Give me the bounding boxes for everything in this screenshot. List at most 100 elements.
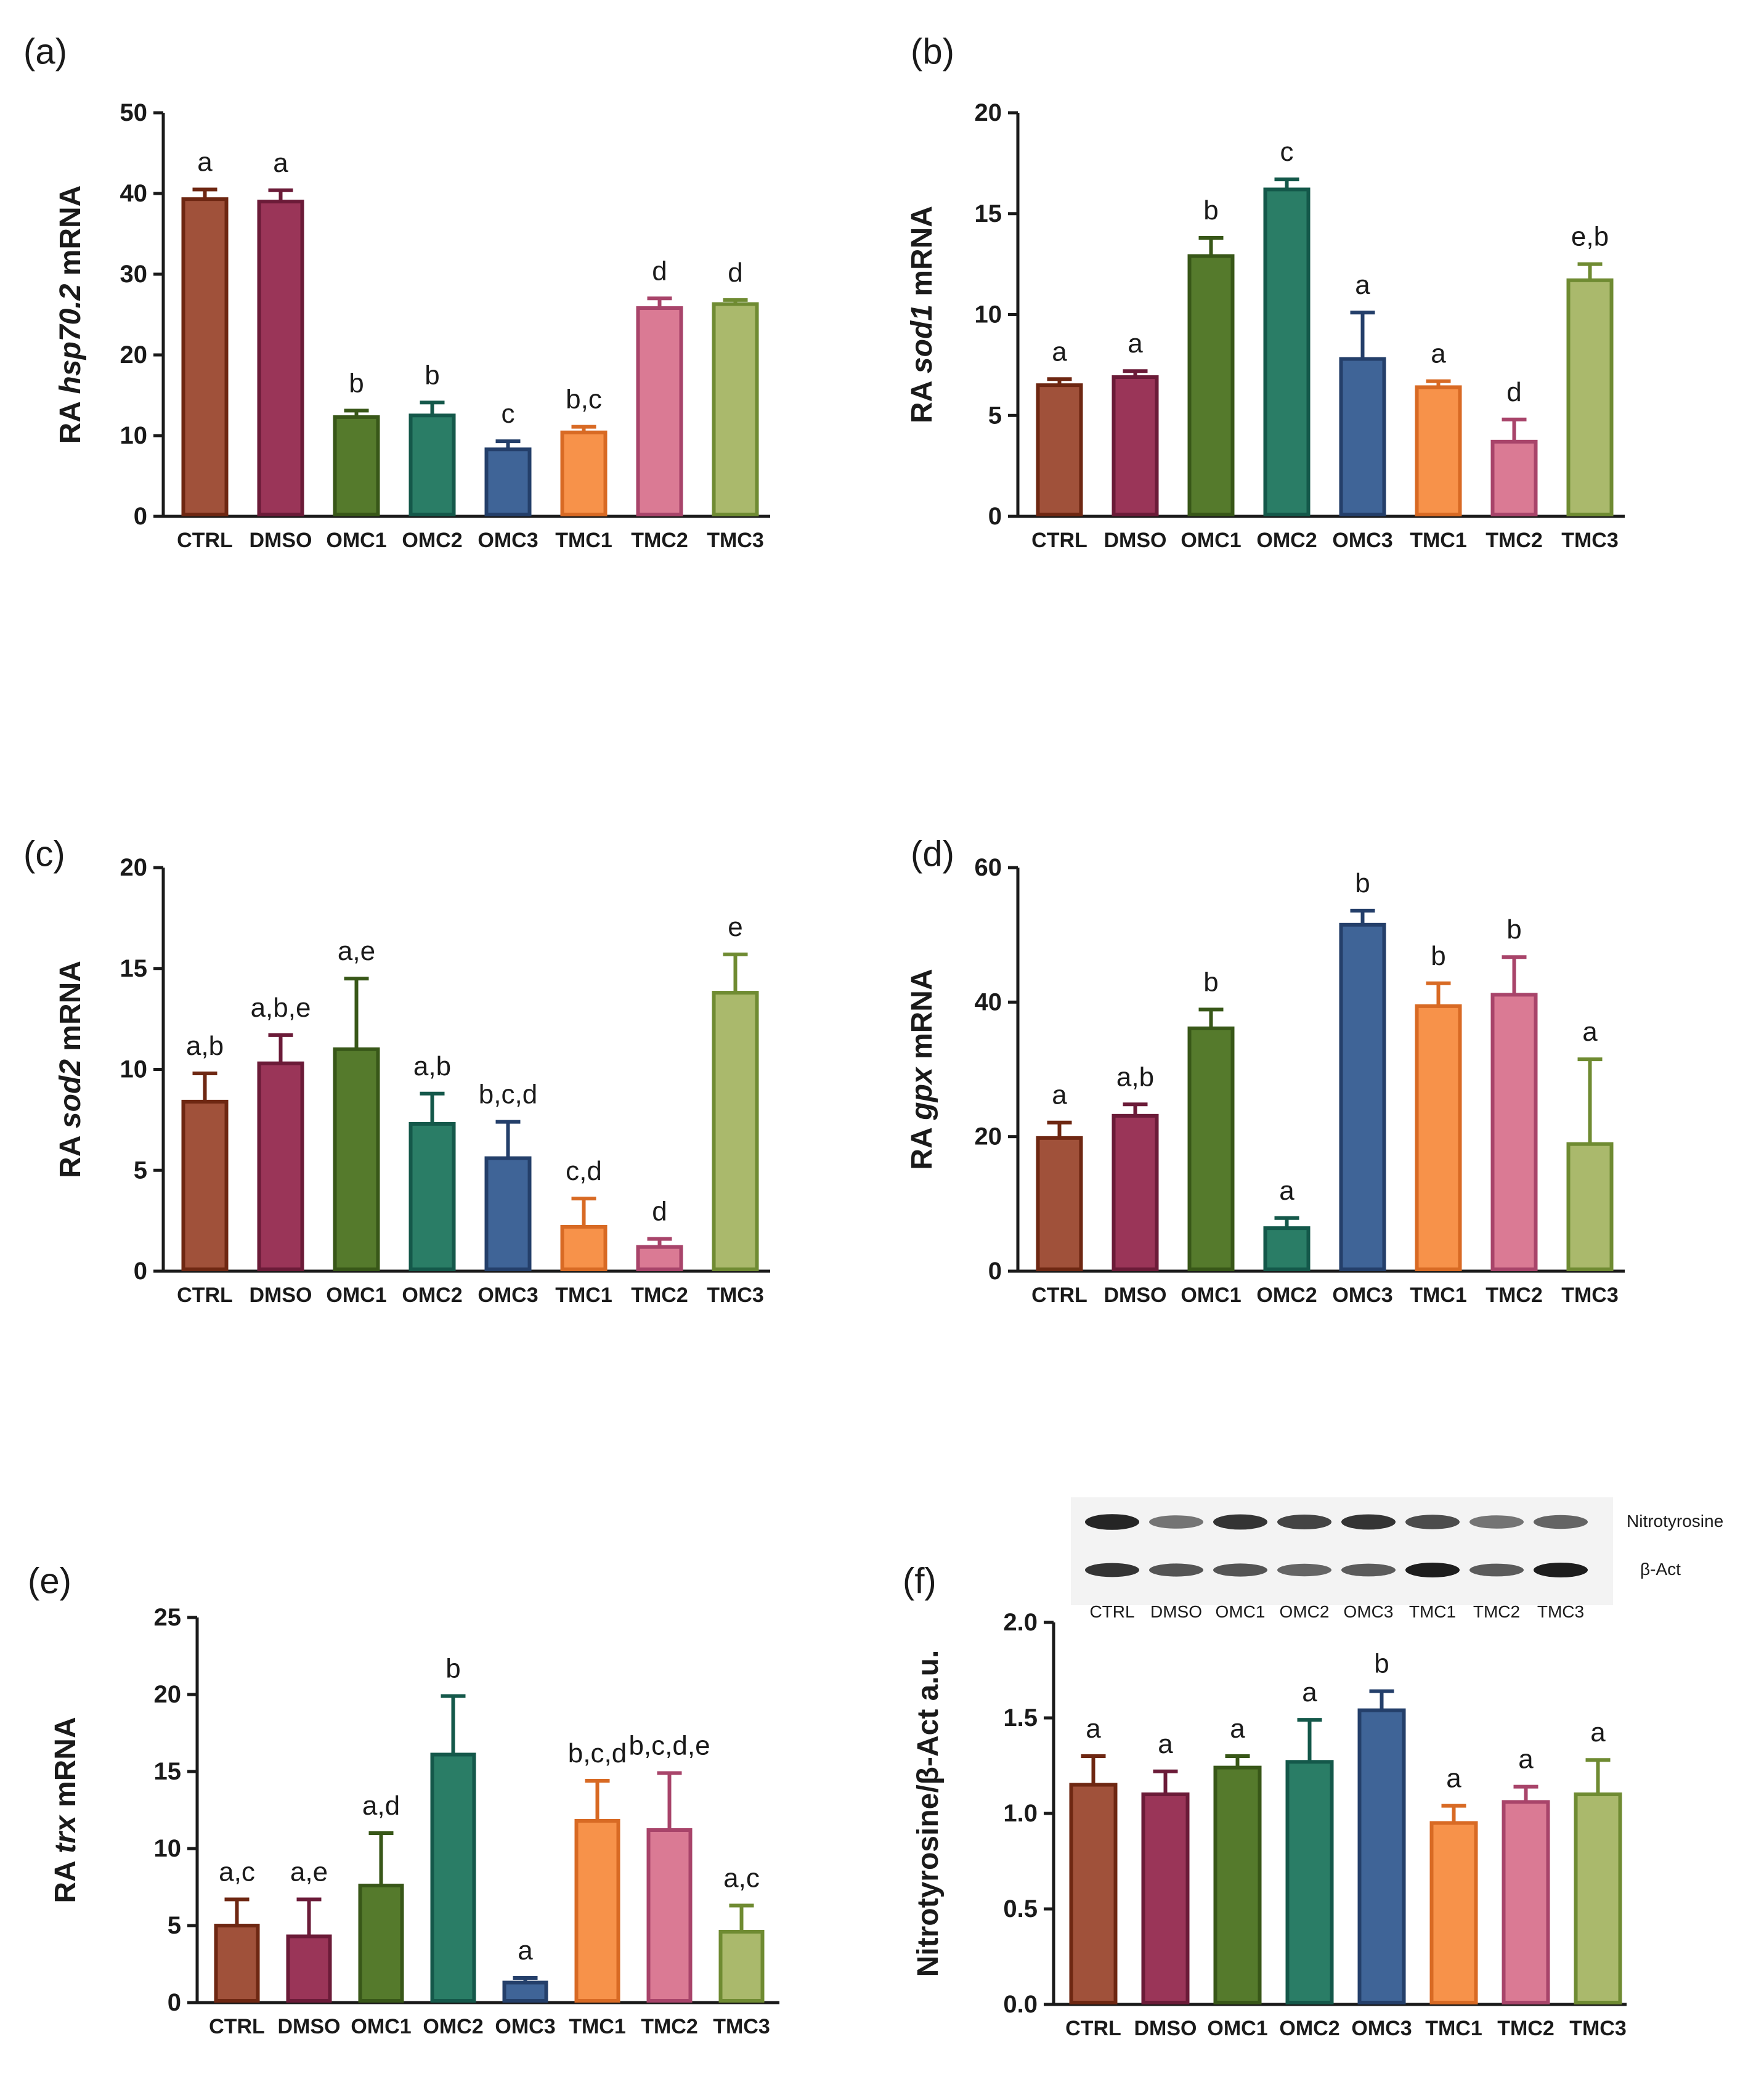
bar [1574, 1792, 1622, 2004]
bar [1285, 1760, 1334, 2005]
beta-actin-band [1469, 1563, 1524, 1577]
bar [718, 1930, 765, 2003]
x-tick-label: OMC2 [402, 1284, 462, 1307]
panel-c-chart: (c) RA sod2 mRNA 0 5 10 15 20 a,b CTRL a,b,e DMSO a… [23, 834, 770, 1307]
x-tick-label: TMC3 [707, 1284, 764, 1307]
y-axis-label-gene: gpx [906, 1066, 938, 1121]
significance-letter: b [1431, 941, 1445, 971]
bar [181, 197, 229, 516]
significance-letter: b [1374, 1649, 1389, 1679]
bar [712, 991, 759, 1272]
y-axis-label-gene: sod2 [54, 1059, 87, 1128]
y-tick-label: 0 [988, 1258, 1002, 1285]
bar [1213, 1765, 1262, 2005]
nitrotyrosine-band [1341, 1514, 1396, 1530]
significance-letter: b,c,d [568, 1738, 627, 1768]
x-tick-label: OMC1 [326, 1284, 386, 1307]
bar [502, 1980, 548, 2003]
y-tick-label: 0.5 [1003, 1895, 1038, 1922]
x-tick-label: TMC3 [1561, 1284, 1619, 1307]
panel-label: (d) [911, 834, 954, 874]
y-tick-label: 10 [120, 422, 148, 449]
y-axis-label-suffix: mRNA [906, 206, 938, 304]
y-axis-label-suffix: mRNA [54, 185, 87, 284]
significance-letter: a [1086, 1714, 1101, 1744]
blot-lane-label: DMSO [1150, 1602, 1202, 1621]
significance-letter: b [425, 360, 439, 390]
bar [1069, 1783, 1118, 2004]
x-tick-label: CTRL [1031, 1284, 1087, 1307]
y-tick-label: 15 [975, 200, 1002, 227]
x-tick-label: OMC3 [495, 2015, 555, 2038]
beta-actin-band [1341, 1563, 1396, 1577]
significance-letter: a [1582, 1017, 1598, 1047]
x-tick-label: OMC1 [326, 529, 386, 552]
x-tick-label: TMC1 [555, 529, 612, 552]
significance-letter: a,b [1116, 1062, 1154, 1092]
significance-letter: a [1052, 336, 1067, 367]
bar [333, 1047, 380, 1271]
blot-lane-label: TMC1 [1409, 1602, 1456, 1621]
y-axis-label-gene: sod1 [906, 304, 938, 373]
x-tick-label: CTRL [177, 529, 233, 552]
bar [286, 1934, 332, 2003]
y-tick-label: 1.0 [1003, 1800, 1038, 1827]
beta-actin-band [1213, 1563, 1267, 1577]
y-tick-label: 15 [154, 1758, 182, 1785]
bar [484, 447, 532, 517]
x-tick-label: DMSO [250, 529, 312, 552]
y-axis-label-prefix: RA [54, 1128, 87, 1178]
bar [646, 1828, 693, 2003]
x-tick-label: TMC1 [1425, 2017, 1482, 2040]
blot-background [1071, 1497, 1613, 1605]
bar [408, 1121, 456, 1272]
y-tick-label: 10 [120, 1056, 148, 1083]
panel-label: (c) [23, 834, 65, 874]
blot-band-label-beta-actin: β-Act [1640, 1560, 1681, 1579]
y-tick-label: 50 [120, 99, 148, 126]
bar [257, 200, 304, 516]
panel-label: (e) [28, 1561, 71, 1601]
bar [408, 413, 456, 516]
blot-band-label-nitrotyrosine: Nitrotyrosine [1627, 1511, 1723, 1531]
bar [1502, 1800, 1550, 2004]
significance-letter: b,c,d [479, 1080, 537, 1110]
x-tick-label: OMC3 [478, 1284, 538, 1307]
y-axis-label-suffix: mRNA [49, 1717, 82, 1815]
y-tick-label: 5 [168, 1912, 181, 1939]
bar [214, 1924, 260, 2003]
x-tick-label: TMC2 [631, 529, 688, 552]
bar [636, 306, 683, 516]
significance-letter: a,d [362, 1791, 400, 1821]
bar [560, 430, 608, 517]
beta-actin-band [1085, 1563, 1139, 1577]
y-tick-label: 40 [975, 988, 1002, 1015]
x-tick-label: OMC1 [351, 2015, 411, 2038]
significance-letter: b,c [566, 384, 602, 415]
x-tick-label: DMSO [1134, 2017, 1197, 2040]
y-tick-label: 0.0 [1003, 1991, 1038, 2018]
bar [1112, 375, 1159, 517]
bar [1141, 1792, 1190, 2004]
x-tick-label: CTRL [177, 1284, 233, 1307]
x-tick-label: OMC2 [423, 2015, 483, 2038]
significance-letter: d [728, 258, 742, 288]
x-tick-label: OMC1 [1181, 529, 1241, 552]
x-tick-label: DMSO [1104, 1284, 1167, 1307]
bar [712, 302, 759, 516]
bar [560, 1224, 608, 1271]
significance-letter: b,c,d,e [628, 1731, 710, 1761]
panel-label: (f) [903, 1561, 937, 1601]
bar [484, 1156, 532, 1271]
x-tick-label: TMC3 [1569, 2017, 1627, 2040]
significance-letter: a,e [338, 936, 375, 966]
y-tick-label: 20 [154, 1681, 182, 1708]
panel-f-chart: (f) Nitrotyrosine/β-Act a.u. 0.0 0.5 1.0 1.5 2… [903, 1561, 1627, 2040]
bar [1036, 383, 1083, 516]
y-axis-label: RA gpx mRNA [906, 969, 938, 1170]
nitrotyrosine-band [1213, 1514, 1267, 1530]
y-axis-label: RA sod2 mRNA [54, 961, 87, 1178]
y-axis-label-gene: trx [49, 1814, 82, 1853]
x-tick-label: TMC2 [1486, 529, 1543, 552]
